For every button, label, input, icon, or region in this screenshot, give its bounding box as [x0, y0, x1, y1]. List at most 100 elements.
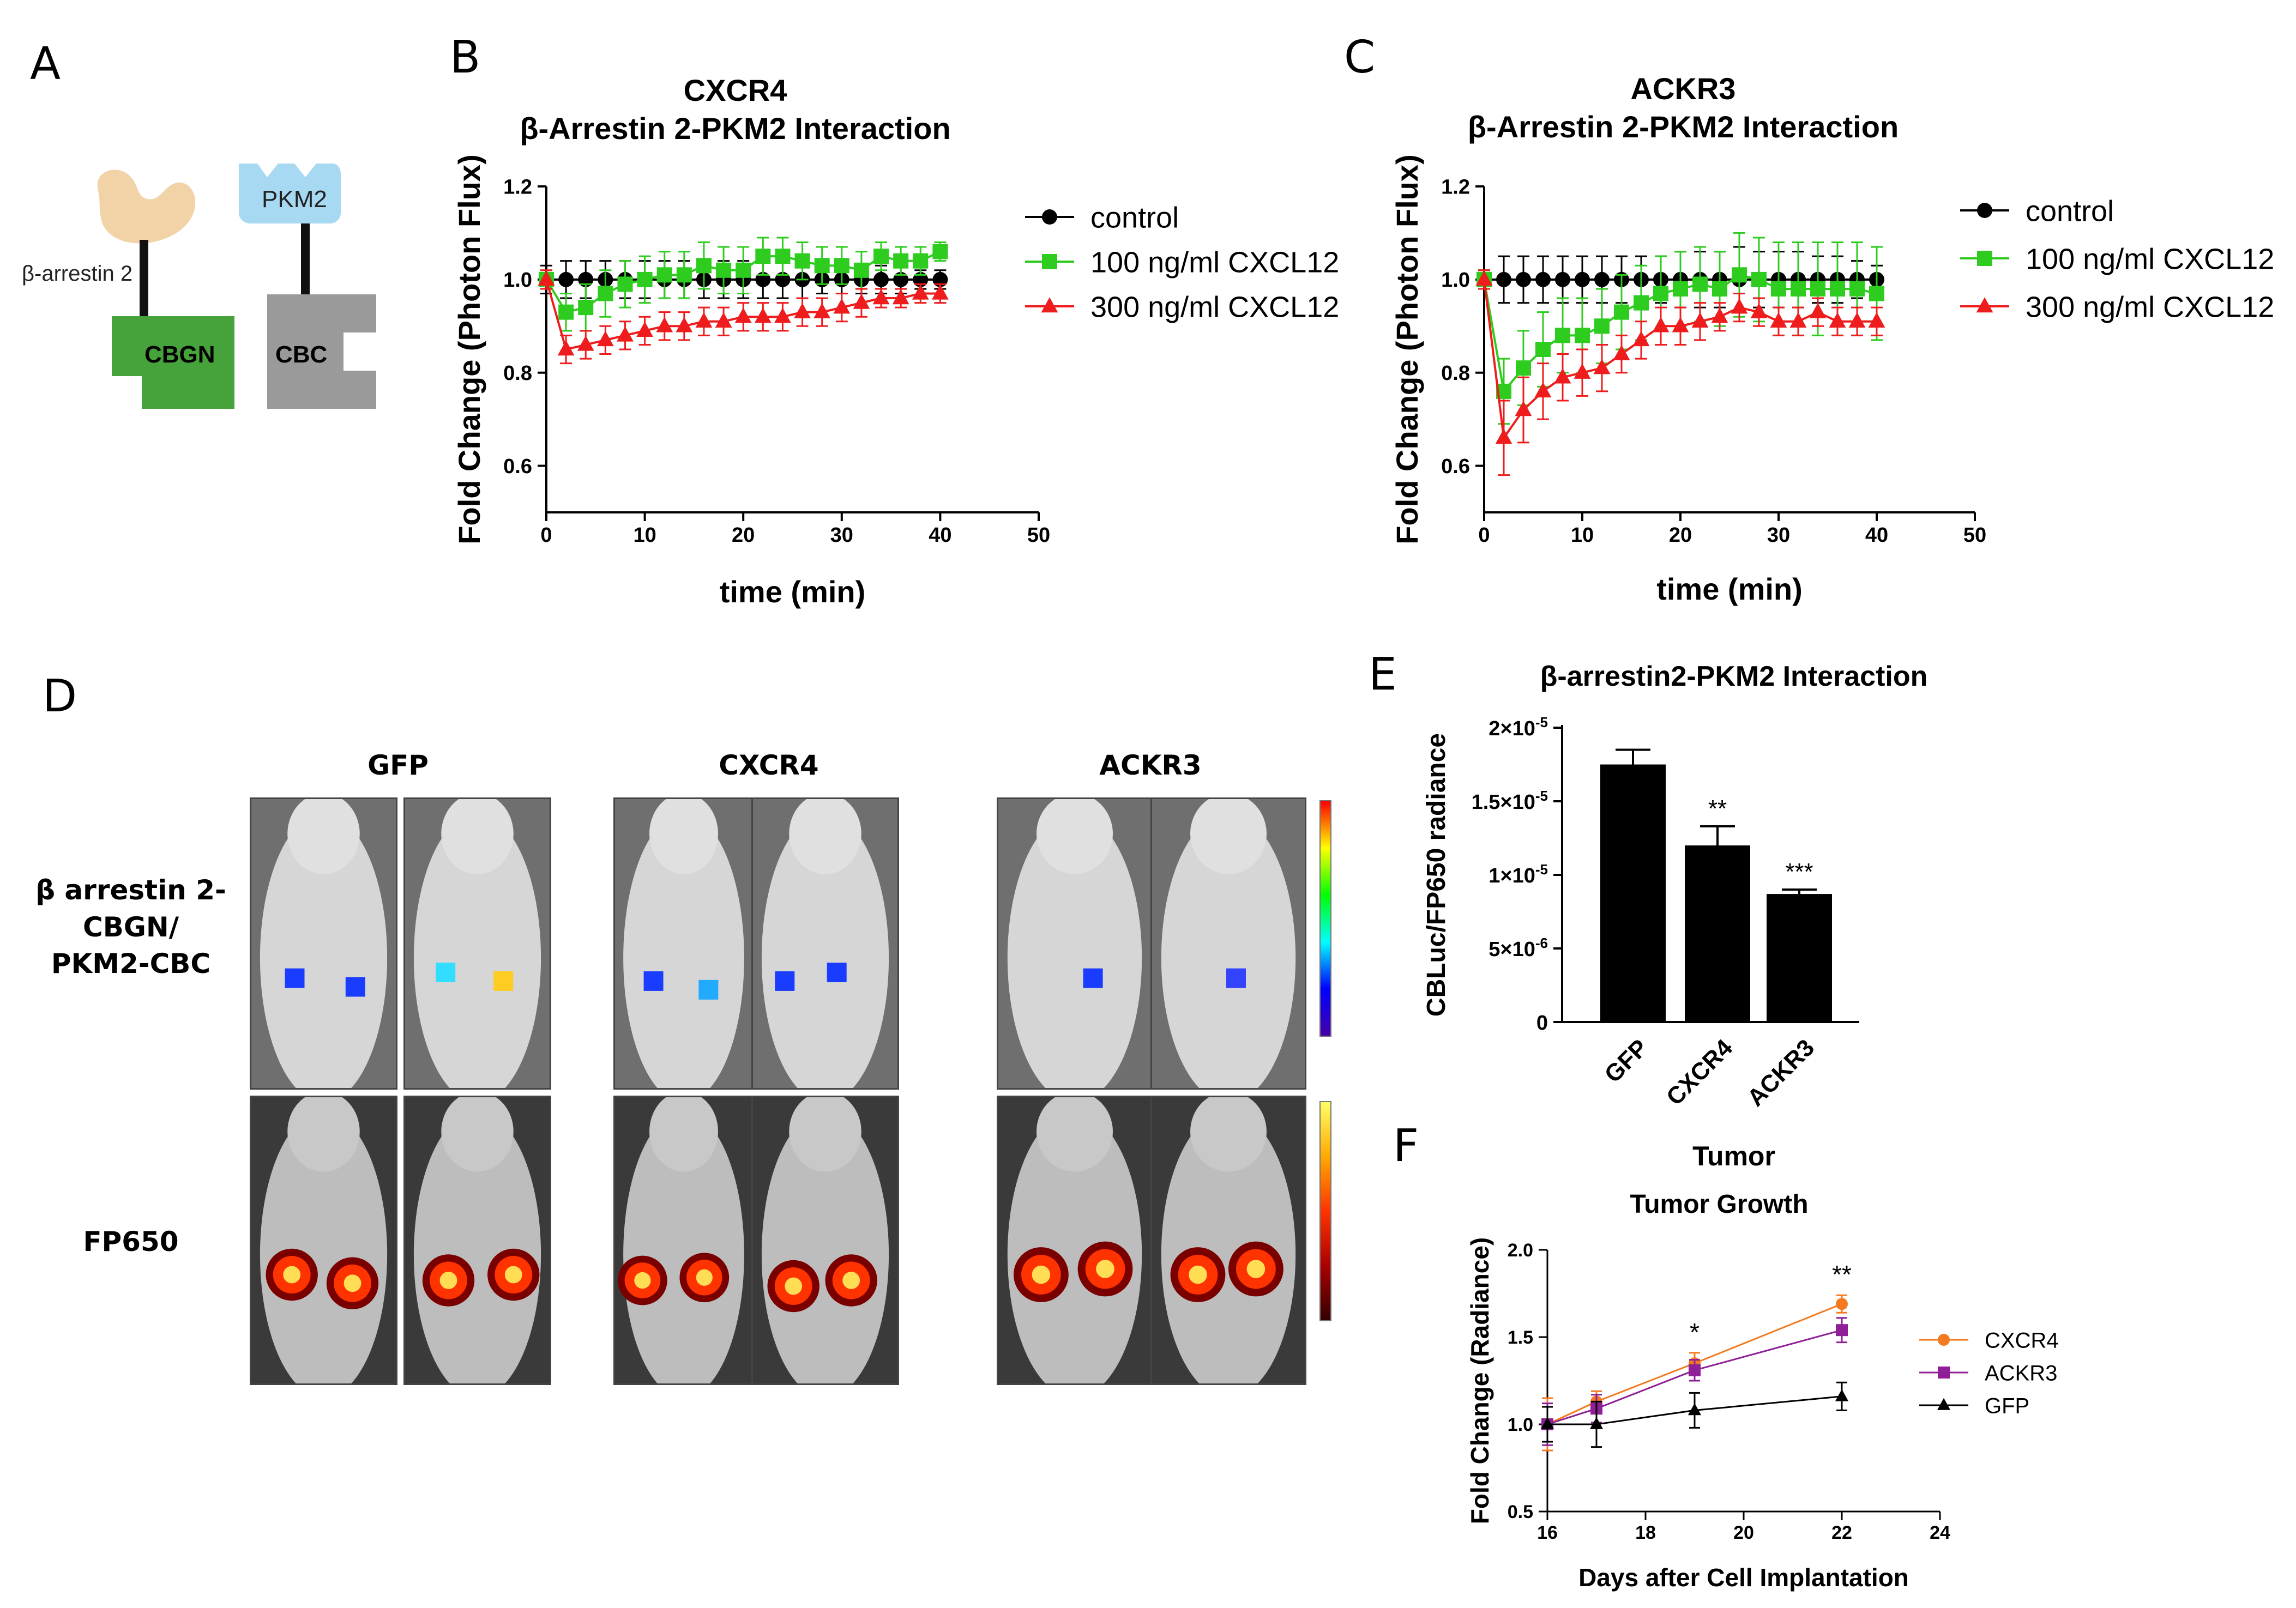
- mouse-head: [789, 799, 861, 874]
- data-point: [1653, 286, 1668, 301]
- chart-title-b-line-1: β-Arrestin 2-PKM2 Interaction: [520, 111, 950, 146]
- y-tick-label-f: 2.0: [1508, 1240, 1533, 1261]
- data-point: [932, 271, 948, 287]
- data-point: [695, 312, 713, 328]
- x-axis-label-c: time (min): [1656, 572, 1803, 606]
- chart-title-c-line-1: β-Arrestin 2-PKM2 Interaction: [1468, 110, 1899, 144]
- data-point: [1540, 1417, 1554, 1429]
- series-line-f-2: [1547, 1395, 1842, 1425]
- bioluminescence-image: [250, 797, 397, 1090]
- mouse-silhouette: [618, 1097, 744, 1383]
- data-point: [1574, 363, 1591, 379]
- y-tick-label-e: 2×10-5: [1489, 714, 1548, 740]
- bioluminescence-image: [613, 797, 754, 1090]
- mouse-body: [623, 1111, 744, 1383]
- y-axis-label-e: CBLuc/FP650 radiance: [1422, 733, 1451, 1017]
- fluorescence-signal: [1246, 1260, 1265, 1278]
- data-point: [716, 262, 732, 278]
- data-point: [1593, 359, 1611, 374]
- data-point: [715, 312, 732, 328]
- data-point: [1589, 1417, 1604, 1429]
- chart-title-e: β-arrestin2-PKM2 Interaction: [1540, 661, 1928, 692]
- data-point: [775, 271, 791, 287]
- mouse-body: [413, 813, 541, 1088]
- x-tick-label-c: 10: [1571, 524, 1594, 547]
- mouse-head: [1036, 799, 1113, 874]
- x-tick-label-b: 10: [633, 524, 656, 547]
- fluorescence-signal: [504, 1266, 522, 1284]
- bioluminescence-signal: [285, 968, 305, 988]
- data-point: [1712, 281, 1727, 297]
- y-tick-label-c: 0.8: [1441, 362, 1470, 385]
- data-point: [1632, 331, 1650, 347]
- data-point: [913, 271, 929, 287]
- pkm2-shape: [239, 164, 341, 223]
- y-axis-label-c: Fold Change (Photon Flux): [1390, 154, 1424, 544]
- data-point: [1809, 303, 1827, 318]
- data-point: [1535, 271, 1551, 287]
- mouse-body: [623, 813, 744, 1088]
- data-point: [1634, 295, 1649, 311]
- row-label-line-2: CBGN/: [83, 911, 179, 943]
- mouse-silhouette: [1007, 1097, 1142, 1383]
- legend-label: ACKR3: [1985, 1361, 2057, 1385]
- data-point: [1770, 312, 1787, 328]
- cbgn-label: CBGN: [144, 341, 215, 368]
- fluorescence-signal: [785, 1277, 803, 1295]
- data-point: [1652, 317, 1670, 333]
- data-point: [676, 267, 692, 283]
- legend-c: control 100 ng/ml CXCL12 300 ng/ml CXCL12: [1960, 195, 2274, 323]
- data-point: [1688, 1403, 1702, 1416]
- y-tick-label-b: 1.2: [503, 176, 532, 198]
- beta-arrestin-label: β-arrestin 2: [22, 262, 132, 286]
- fluorescence-image: [751, 1096, 899, 1385]
- x-axis-label-b: time (min): [720, 575, 866, 609]
- bioluminescence-color-scale: [1319, 800, 1331, 1037]
- data-point: [813, 303, 831, 318]
- mouse-silhouette: [761, 799, 889, 1088]
- panel-label-b: B: [450, 32, 481, 83]
- data-point: [932, 284, 949, 300]
- data-point: [893, 253, 909, 269]
- mouse-silhouette: [761, 1097, 889, 1383]
- mouse-head: [1190, 1097, 1267, 1172]
- series-line-f-1: [1547, 1329, 1842, 1425]
- data-point: [558, 304, 574, 320]
- column-label-ackr3: ACKR3: [1099, 749, 1202, 781]
- legend-marker: [1938, 1367, 1950, 1379]
- data-point: [1475, 270, 1493, 286]
- data-point: [912, 284, 929, 300]
- data-point: [853, 293, 870, 309]
- legend-f: CXCR4 ACKR3 GFP: [1919, 1328, 2059, 1418]
- data-point: [656, 317, 673, 333]
- legend-label: 100 ng/ml CXCL12: [2026, 243, 2274, 275]
- data-point: [1614, 304, 1629, 320]
- bioluminescence-signal: [436, 963, 456, 982]
- mouse-head: [789, 1097, 861, 1172]
- data-point: [577, 335, 594, 351]
- fluorescence-signal: [1032, 1265, 1051, 1284]
- y-tick-label-f: 0.5: [1508, 1502, 1533, 1522]
- data-point: [794, 303, 811, 318]
- data-point: [932, 244, 948, 259]
- data-point: [1575, 328, 1590, 343]
- data-point: [1751, 271, 1767, 287]
- cbc-block: [267, 294, 376, 409]
- significance-marker: **: [1832, 1260, 1852, 1289]
- x-tick-label-c: 40: [1865, 524, 1888, 547]
- x-tick-label-b: 50: [1027, 524, 1050, 547]
- bioluminescence-signal: [827, 963, 847, 982]
- row-label-fp650: FP650: [83, 1226, 179, 1258]
- bioluminescence-signal: [775, 971, 795, 991]
- mouse-body: [1007, 813, 1142, 1088]
- panel-label-c: C: [1344, 32, 1376, 83]
- chart-c: ACKR3 β-Arrestin 2-PKM2 Interaction 0 10 20 3…: [1390, 71, 2274, 606]
- bioluminescence-signal: [1226, 968, 1246, 988]
- data-point: [1835, 1389, 1849, 1401]
- panel-label-e: E: [1369, 649, 1397, 700]
- pkm2-label: PKM2: [262, 186, 327, 213]
- row-label-line-1: β arrestin 2-: [35, 874, 226, 906]
- data-point: [1594, 318, 1610, 334]
- data-point: [1789, 312, 1807, 328]
- chart-title-c-line-0: ACKR3: [1631, 71, 1736, 106]
